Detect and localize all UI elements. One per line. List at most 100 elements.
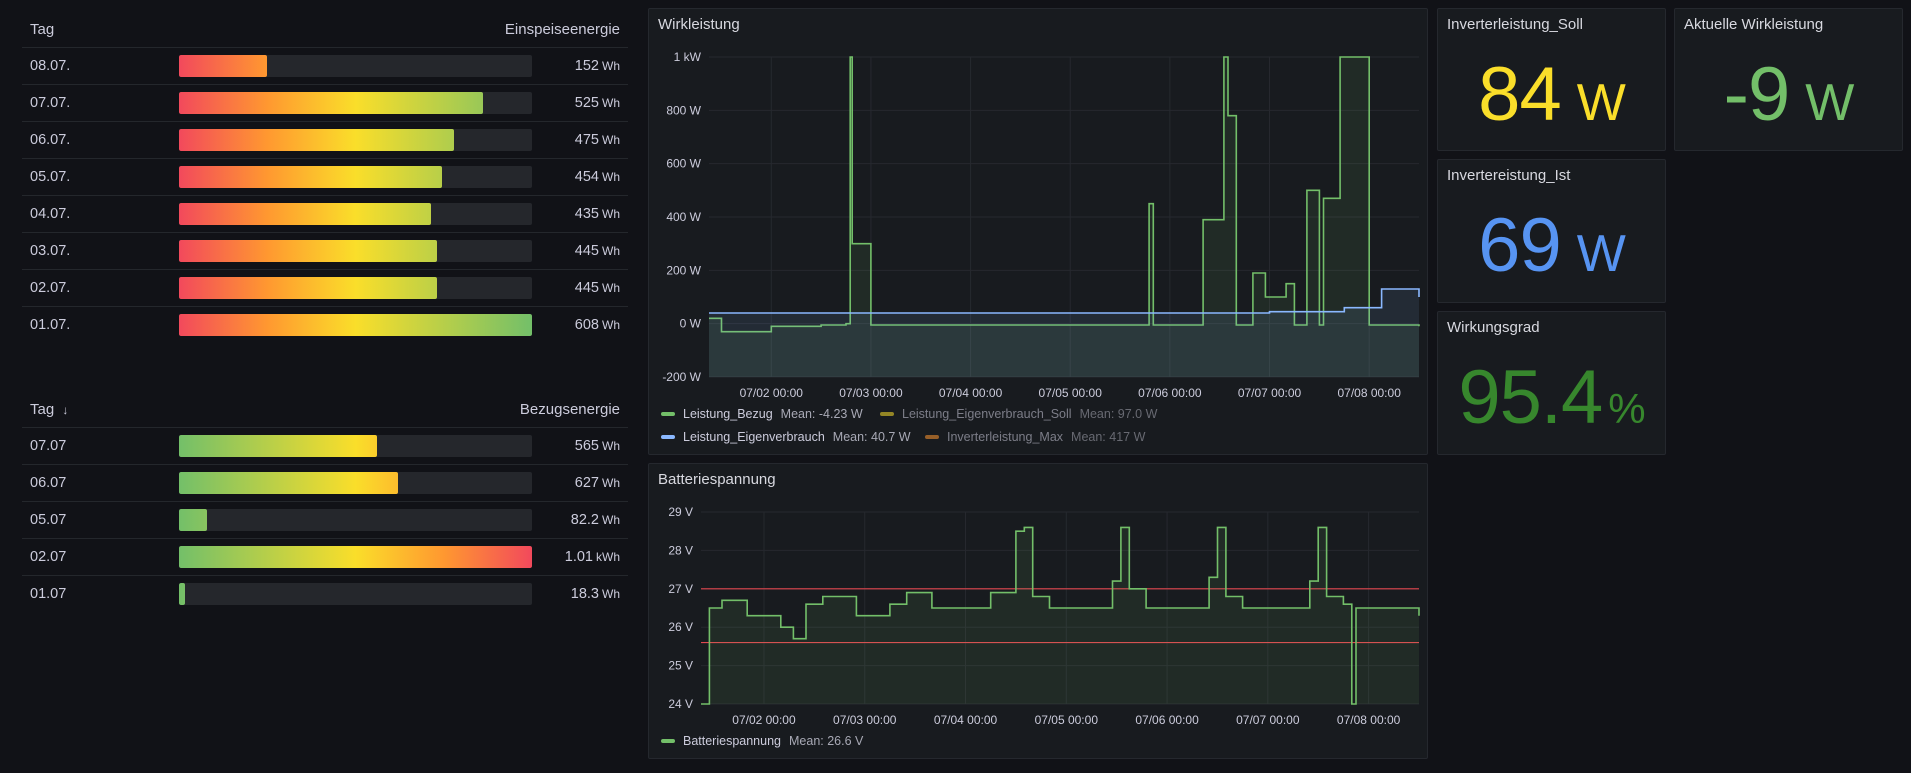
row-day: 01.07. [30,317,71,333]
x-tick-label: 07/03 00:00 [839,386,903,400]
bar-gauge [179,277,532,299]
column-header-bezugsenergie[interactable]: Bezugsenergie [519,400,620,418]
table-row[interactable]: 06.07. 475 Wh [22,121,628,158]
table-row[interactable]: 05.07 82.2 Wh [22,501,628,538]
y-tick-label: 26 V [668,620,693,634]
legend-swatch [661,435,675,439]
stat-panel-wirkungsgrad[interactable]: Wirkungsgrad 95.4% [1437,311,1666,455]
bar-gauge-fill [179,546,532,568]
wirkleistung-panel[interactable]: Wirkleistung 1 kW 800 W 600 W 400 W 200 W 0 W… [648,8,1428,455]
bar-gauge-fill [179,129,455,151]
x-tick-label: 07/05 00:00 [1039,386,1103,400]
series-area [701,527,1419,704]
legend-swatch [880,412,894,416]
table-row[interactable]: 04.07. 435 Wh [22,195,628,232]
table-row[interactable]: 07.07. 525 Wh [22,84,628,121]
stat-panel-inverterleistung-soll[interactable]: Inverterleistung_Soll 84 W [1437,8,1666,151]
x-tick-label: 07/03 00:00 [833,713,897,727]
bar-gauge-fill [179,55,268,77]
bar-gauge-fill [179,92,483,114]
stat-panel-invertereistung-ist[interactable]: Invertereistung_Ist 69 W [1437,159,1666,303]
row-day: 08.07. [30,58,71,74]
legend-item-leistung-bezug[interactable]: Leistung_Bezug Mean: -4.23 W [661,407,863,421]
column-header-day[interactable]: Tag ↓ [30,400,69,418]
table-row[interactable]: 01.07. 608 Wh [22,306,628,343]
column-header-day[interactable]: Tag [30,20,55,38]
row-day: 05.07 [30,512,67,528]
bar-gauge [179,509,532,531]
panel-title[interactable]: Wirkungsgrad [1447,319,1540,336]
wirkleistung-chart[interactable]: 1 kW 800 W 600 W 400 W 200 W 0 W -200 W 07/02 0… [649,9,1429,409]
y-tick-label: 24 V [668,697,693,711]
panel-title[interactable]: Aktuelle Wirkleistung [1684,16,1824,33]
bezug-table: Tag ↓ Bezugsenergie 07.07 565 Wh 06.07 627 Wh… [22,391,628,612]
bar-gauge [179,240,532,262]
legend-item-inverterleistung-max[interactable]: Inverterleistung_Max Mean: 417 W [925,430,1145,444]
stat-value: -9 W [1723,52,1855,137]
bar-gauge-fill [179,583,186,605]
row-value: 1.01 kWh [564,549,620,565]
legend-label: Leistung_Eigenverbrauch [683,430,825,444]
bar-gauge [179,92,532,114]
y-tick-label: -200 W [662,370,701,384]
column-header-einspeiseenergie[interactable]: Einspeiseenergie [504,20,620,38]
legend-item-leistung-eigenverbrauch-soll[interactable]: Leistung_Eigenverbrauch_Soll Mean: 97.0 … [880,407,1157,421]
row-value: 525 Wh [574,95,620,111]
batteriespannung-chart[interactable]: 29 V 28 V 27 V 26 V 25 V 24 V 07/02 00:00 07/03… [649,464,1429,734]
legend-label: Inverterleistung_Max [947,430,1064,444]
row-value: 445 Wh [574,243,620,259]
bar-gauge [179,583,532,605]
panel-title[interactable]: Batteriespannung [658,471,776,488]
row-day: 04.07. [30,206,71,222]
bar-gauge [179,546,532,568]
bar-gauge-fill [179,166,442,188]
table-row[interactable]: 06.07 627 Wh [22,464,628,501]
stat-value: 84 W [1478,52,1626,137]
row-value: 454 Wh [574,169,620,185]
table-row[interactable]: 02.07 1.01 kWh [22,538,628,575]
y-tick-label: 1 kW [674,50,702,64]
y-tick-label: 0 W [680,317,702,331]
row-value: 627 Wh [574,475,620,491]
table-row[interactable]: 01.07 18.3 Wh [22,575,628,612]
stat-panel-aktuelle-wirkleistung[interactable]: Aktuelle Wirkleistung -9 W [1674,8,1903,151]
row-day: 02.07 [30,549,67,565]
table-row[interactable]: 08.07. 152 Wh [22,47,628,84]
sort-desc-icon: ↓ [62,402,69,417]
series-line [709,56,1420,333]
row-value: 608 Wh [574,317,620,333]
batteriespannung-panel[interactable]: Batteriespannung 29 V 28 V 27 V 26 V 25 V 24 … [648,463,1428,759]
legend-item-leistung-eigenverbrauch[interactable]: Leistung_Eigenverbrauch Mean: 40.7 W [661,430,911,444]
y-tick-label: 800 W [666,103,701,117]
legend-mean: Mean: -4.23 W [780,407,863,421]
table-header: Tag ↓ Bezugsenergie [22,391,628,427]
table-row[interactable]: 05.07. 454 Wh [22,158,628,195]
table-row[interactable]: 02.07. 445 Wh [22,269,628,306]
row-value: 565 Wh [574,438,620,454]
x-tick-label: 07/02 00:00 [740,386,804,400]
x-tick-label: 07/04 00:00 [934,713,998,727]
x-tick-label: 07/08 00:00 [1337,386,1401,400]
panel-title[interactable]: Invertereistung_Ist [1447,167,1571,184]
legend-item-batteriespannung[interactable]: Batteriespannung Mean: 26.6 V [661,734,863,748]
row-day: 06.07 [30,475,67,491]
bar-gauge-fill [179,277,437,299]
bar-gauge-fill [179,435,377,457]
row-day: 07.07. [30,95,71,111]
row-day: 01.07 [30,586,67,602]
y-tick-label: 29 V [668,505,693,519]
stat-value: 95.4% [1458,355,1645,440]
series-area [709,289,1419,377]
bar-gauge-fill [179,509,208,531]
table-row[interactable]: 03.07. 445 Wh [22,232,628,269]
bar-gauge [179,55,532,77]
legend-swatch [661,412,675,416]
panel-title[interactable]: Wirkleistung [658,16,740,33]
bar-gauge [179,129,532,151]
bar-gauge-fill [179,472,398,494]
x-tick-label: 07/07 00:00 [1238,386,1302,400]
table-row[interactable]: 07.07 565 Wh [22,427,628,464]
x-tick-label: 07/02 00:00 [732,713,796,727]
panel-title[interactable]: Inverterleistung_Soll [1447,16,1583,33]
row-day: 06.07. [30,132,71,148]
